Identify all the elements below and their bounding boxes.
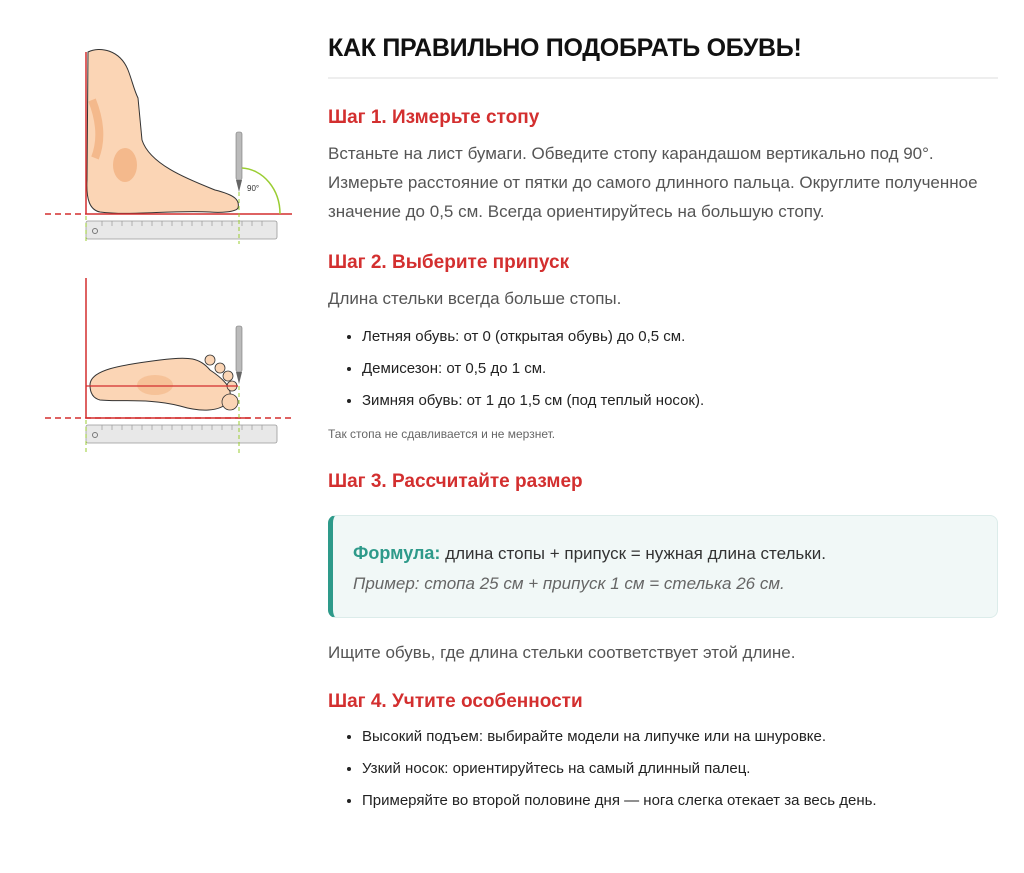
list-item: Летняя обувь: от 0 (открытая обувь) до 0…: [362, 321, 998, 353]
formula-text: длина стопы + припуск = нужная длина сте…: [440, 544, 826, 563]
list-item: Демисезон: от 0,5 до 1 см.: [362, 353, 998, 385]
step-2-note: Так стопа не сдавливается и не мерзнет.: [328, 427, 556, 441]
foot-side-view-image: 90°: [45, 48, 292, 454]
foot-measure-illustration: 90°: [40, 40, 300, 475]
list-item: Зимняя обувь: от 1 до 1,5 см (под теплый…: [362, 385, 998, 417]
step-1-text: Встаньте на лист бумаги. Обведите стопу …: [328, 144, 978, 221]
step-4-heading: Шаг 4. Учтите особенности: [328, 691, 583, 712]
article: КАК ПРАВИЛЬНО ПОДОБРАТЬ ОБУВЬ! Шаг 1. Из…: [328, 28, 998, 817]
step-3-heading: Шаг 3. Рассчитайте размер: [328, 471, 583, 492]
allowance-list: Летняя обувь: от 0 (открытая обувь) до 0…: [328, 321, 998, 417]
formula-example: Пример: стопа 25 см + припуск 1 см = сте…: [353, 574, 785, 593]
step-2-heading: Шаг 2. Выберите припуск: [328, 252, 570, 273]
formula-label: Формула:: [353, 543, 441, 563]
step-2-text: Длина стельки всегда больше стопы.: [328, 289, 622, 308]
list-item: Примеряйте во второй половине дня — нога…: [362, 785, 998, 817]
list-item: Высокий подъем: выбирайте модели на липу…: [362, 721, 998, 753]
step-2: Шаг 2. Выберите припуск Длина стельки вс…: [328, 252, 998, 441]
page-title: КАК ПРАВИЛЬНО ПОДОБРАТЬ ОБУВЬ!: [328, 28, 998, 79]
step-4: Шаг 4. Учтите особенности Высокий подъем…: [328, 691, 998, 817]
step-1: Шаг 1. Измерьте стопу Встаньте на лист б…: [328, 107, 998, 226]
step-3-text: Ищите обувь, где длина стельки соответст…: [328, 643, 796, 662]
features-list: Высокий подъем: выбирайте модели на липу…: [328, 721, 998, 817]
list-item: Узкий носок: ориентируйтесь на самый дли…: [362, 753, 998, 785]
step-3: Шаг 3. Рассчитайте размер Формула: длина…: [328, 471, 998, 667]
step-1-heading: Шаг 1. Измерьте стопу: [328, 107, 540, 128]
angle-label: 90°: [247, 184, 259, 193]
formula-box: Формула: длина стопы + припуск = нужная …: [328, 515, 998, 618]
